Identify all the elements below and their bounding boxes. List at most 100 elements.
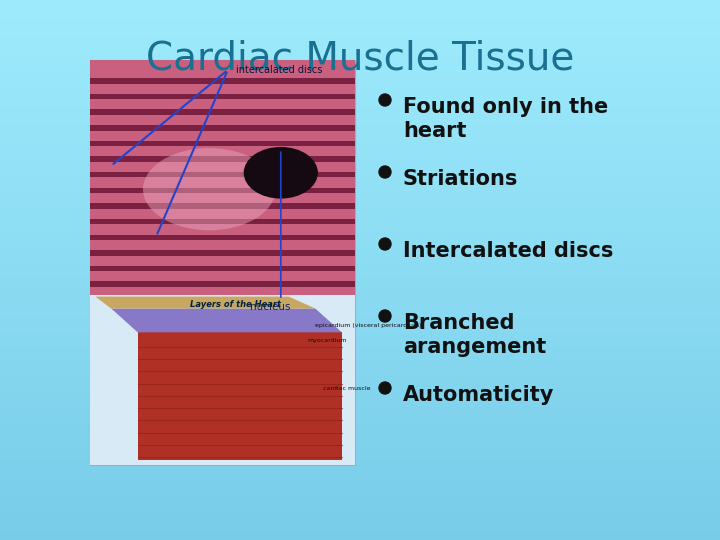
Text: intercalated discs: intercalated discs <box>235 65 322 75</box>
Bar <box>0 108 720 109</box>
Bar <box>0 244 720 245</box>
Bar <box>0 415 720 416</box>
Bar <box>0 55 720 56</box>
Bar <box>0 99 720 100</box>
Bar <box>0 412 720 413</box>
Bar <box>0 280 720 281</box>
Bar <box>0 468 720 469</box>
Bar <box>0 226 720 227</box>
Bar <box>0 202 720 203</box>
FancyBboxPatch shape <box>90 78 355 84</box>
FancyBboxPatch shape <box>90 203 355 209</box>
Bar <box>0 464 720 465</box>
Bar <box>0 359 720 360</box>
Bar <box>0 341 720 342</box>
Bar <box>0 390 720 391</box>
Bar <box>0 37 720 38</box>
Bar <box>0 227 720 228</box>
Bar <box>0 91 720 92</box>
Bar <box>0 428 720 429</box>
Bar <box>0 86 720 87</box>
Bar <box>0 137 720 138</box>
Bar <box>0 371 720 372</box>
Bar <box>0 385 720 386</box>
Bar <box>0 248 720 249</box>
Bar <box>0 377 720 378</box>
Bar <box>0 162 720 163</box>
Bar <box>0 51 720 52</box>
Bar <box>0 347 720 348</box>
Bar <box>0 16 720 17</box>
Bar <box>0 424 720 425</box>
FancyBboxPatch shape <box>90 295 355 465</box>
Bar <box>0 279 720 280</box>
Bar <box>0 364 720 365</box>
Bar <box>0 410 720 411</box>
Bar <box>0 432 720 433</box>
Bar <box>0 322 720 323</box>
Bar <box>0 126 720 127</box>
Bar <box>0 152 720 153</box>
Bar <box>0 395 720 396</box>
Bar <box>0 401 720 402</box>
Bar <box>0 435 720 436</box>
Bar <box>0 184 720 185</box>
Bar <box>0 462 720 463</box>
Bar <box>0 525 720 526</box>
Bar <box>0 299 720 300</box>
Bar <box>0 175 720 176</box>
Bar <box>0 287 720 288</box>
Bar <box>0 480 720 481</box>
Bar <box>0 29 720 30</box>
Bar <box>0 372 720 373</box>
Bar <box>0 306 720 307</box>
Bar <box>0 283 720 284</box>
Bar <box>0 511 720 512</box>
Bar <box>0 303 720 304</box>
Bar <box>0 501 720 502</box>
Bar <box>0 213 720 214</box>
Text: Branched
arangement: Branched arangement <box>403 313 546 357</box>
Bar <box>0 114 720 115</box>
Bar <box>0 206 720 207</box>
Bar <box>0 179 720 180</box>
Bar <box>0 52 720 53</box>
Bar <box>0 294 720 295</box>
Bar <box>0 78 720 79</box>
Bar <box>0 350 720 351</box>
Bar <box>0 292 720 293</box>
Bar <box>0 323 720 324</box>
Bar <box>0 354 720 355</box>
Bar <box>0 277 720 278</box>
Bar <box>0 438 720 439</box>
Bar <box>0 325 720 326</box>
Bar <box>0 12 720 13</box>
Bar <box>0 30 720 31</box>
FancyBboxPatch shape <box>90 219 355 224</box>
Bar <box>0 449 720 450</box>
Bar <box>0 260 720 261</box>
Bar <box>0 384 720 385</box>
Bar <box>0 273 720 274</box>
Bar <box>0 113 720 114</box>
Bar <box>0 314 720 315</box>
Bar <box>0 508 720 509</box>
Bar <box>0 257 720 258</box>
Bar <box>0 355 720 356</box>
Bar <box>0 65 720 66</box>
Bar <box>0 266 720 267</box>
Bar <box>0 90 720 91</box>
Bar <box>0 64 720 65</box>
Bar <box>0 83 720 84</box>
Bar <box>0 104 720 105</box>
Bar <box>0 330 720 331</box>
Bar <box>0 177 720 178</box>
Bar <box>0 111 720 112</box>
Bar <box>0 316 720 317</box>
FancyBboxPatch shape <box>90 157 355 162</box>
Bar <box>0 275 720 276</box>
Bar <box>0 43 720 44</box>
Bar <box>0 241 720 242</box>
Bar <box>0 161 720 162</box>
Bar <box>0 47 720 48</box>
